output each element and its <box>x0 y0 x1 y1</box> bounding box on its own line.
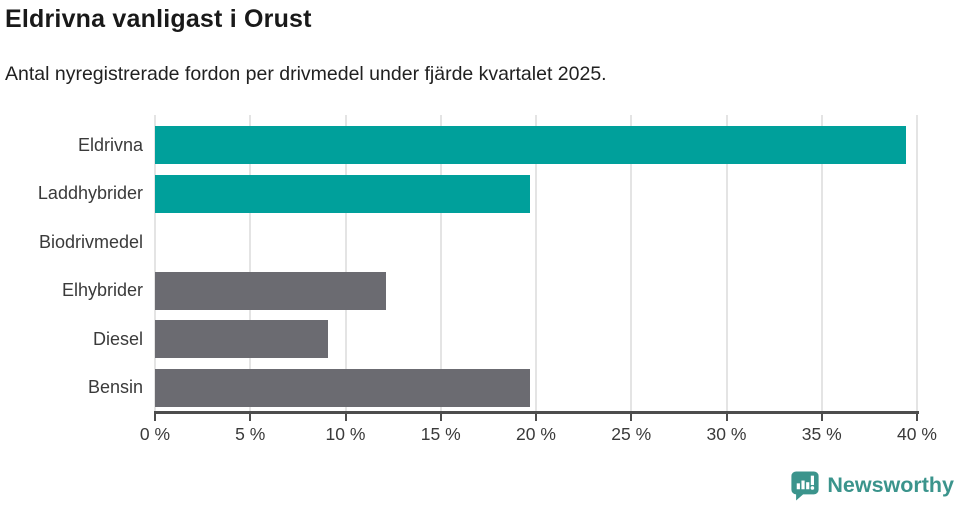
bar-row <box>155 315 917 364</box>
x-tick-mark <box>916 413 918 421</box>
x-tick-label: 5 % <box>235 424 266 444</box>
x-tick-label: 25 % <box>611 424 652 444</box>
x-tick-mark <box>725 413 728 421</box>
x-axis-line <box>154 411 919 414</box>
gridline <box>535 115 537 412</box>
x-axis-tick-marks <box>154 413 918 421</box>
category-labels: Eldrivna Laddhybrider Biodrivmedel Elhybrid… <box>0 115 143 412</box>
x-tick-label: 10 % <box>325 424 366 444</box>
chart-subtitle: Antal nyregistrerade fordon per drivmede… <box>5 63 607 85</box>
newsworthy-logo-link[interactable]: Newsworthy <box>790 470 954 501</box>
x-tick-mark <box>154 413 156 421</box>
bar <box>155 271 386 310</box>
x-tick-label: 35 % <box>801 424 842 444</box>
bar-row <box>155 218 917 267</box>
x-tick-label: 20 % <box>516 424 556 444</box>
category-label: Elhybrider <box>61 280 143 301</box>
x-tick-label: 30 % <box>706 424 747 444</box>
x-tick-mark <box>344 413 347 421</box>
gridline <box>820 115 823 412</box>
gridline <box>439 115 442 412</box>
newsworthy-logo-icon <box>790 470 820 501</box>
category-label: Eldrivna <box>77 134 143 155</box>
gridline <box>916 115 918 412</box>
bar <box>155 368 531 407</box>
x-tick-label: 40 % <box>897 424 937 444</box>
category-label: Bensin <box>87 377 143 398</box>
x-tick-mark <box>535 413 537 421</box>
x-tick-mark <box>820 413 823 421</box>
bar-row <box>155 364 917 413</box>
x-tick-label: 15 % <box>420 424 461 444</box>
category-label: Laddhybrider <box>37 183 143 204</box>
chart-title: Eldrivna vanligast i Orust <box>5 5 312 33</box>
x-tick-label: 0 % <box>139 424 171 444</box>
gridline <box>249 115 252 412</box>
bars <box>155 115 917 412</box>
gridline <box>725 115 728 412</box>
gridline <box>344 115 347 412</box>
x-tick-mark <box>249 413 252 421</box>
bar <box>155 126 906 165</box>
x-axis-tick-labels: 0 % 5 % 10 % 15 % 20 % 25 % 30 % 35 % 40 % <box>140 424 937 448</box>
newsworthy-wordmark: Newsworthy <box>827 473 954 497</box>
category-label: Biodrivmedel <box>38 231 143 252</box>
bar <box>155 174 531 213</box>
gridline <box>630 115 633 412</box>
category-label: Diesel <box>92 328 143 349</box>
x-tick-mark <box>630 413 633 421</box>
plot-area <box>154 115 918 412</box>
x-tick-mark <box>439 413 442 421</box>
gridline <box>154 115 156 412</box>
bar-row <box>155 267 917 316</box>
bar-row <box>155 170 917 219</box>
bar-row <box>155 121 917 170</box>
bar <box>155 320 329 359</box>
